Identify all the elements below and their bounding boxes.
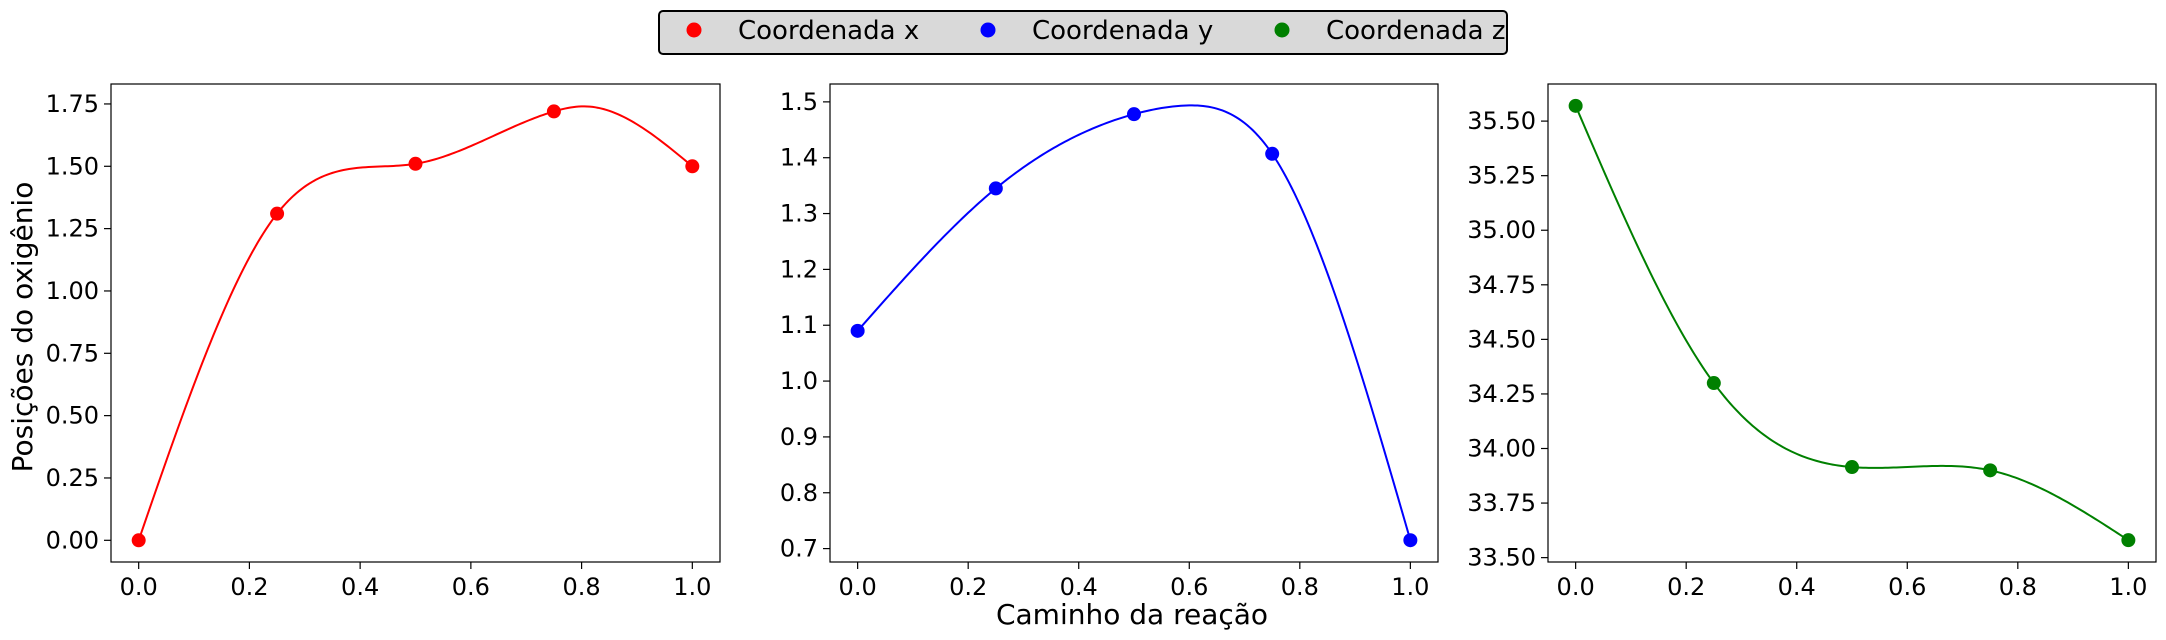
y-tick-label: 1.5: [780, 88, 818, 116]
x-tick-label: 0.4: [341, 573, 379, 601]
data-point-y: [1127, 107, 1141, 122]
legend-label-z: Coordenada z: [1326, 16, 1505, 46]
data-point-z: [1983, 463, 1998, 478]
legend-label-x: Coordenada x: [738, 16, 919, 46]
x-tick-label: 0.6: [1170, 573, 1208, 601]
data-point-x: [408, 156, 423, 171]
x-tick-label: 1.0: [2109, 573, 2147, 601]
data-point-x: [270, 206, 285, 221]
x-tick-label: 0.2: [1667, 573, 1705, 601]
y-tick-label: 1.3: [780, 200, 818, 228]
y-tick-label: 34.25: [1467, 380, 1536, 408]
y-tick-label: 34.75: [1467, 271, 1536, 299]
x-tick-label: 1.0: [1391, 573, 1429, 601]
data-point-y: [988, 181, 1003, 196]
x-tick-label: 1.0: [673, 573, 711, 601]
data-point-z: [1845, 460, 1859, 475]
x-tick-label: 0.6: [452, 573, 490, 601]
legend-marker-z: [1274, 22, 1290, 38]
y-tick-label: 1.25: [46, 215, 99, 243]
y-tick-label: 0.9: [780, 423, 818, 451]
panel-z: 0.0 0.2 0.4 0.6 0.8 1.0 33.50 33.75 34.00 34.25 34…: [1467, 83, 2157, 601]
data-point-y: [1403, 533, 1418, 548]
y-tick-label: 33.75: [1467, 489, 1536, 517]
x-tick-label: 0.0: [839, 573, 877, 601]
y-tick-label: 1.75: [46, 90, 99, 118]
plot-frame-y: [829, 83, 1439, 563]
y-tick-label: 35.00: [1467, 216, 1536, 244]
legend-marker-x: [686, 22, 702, 38]
y-tick-label: 0.25: [46, 464, 99, 492]
x-tick-label: 0.8: [1281, 573, 1319, 601]
data-point-z: [1706, 376, 1721, 391]
panel-y: 0.0 0.2 0.4 0.6 0.8 1.0 0.7 0.8 0.9 1.0 1.1 1.2 1.3 1…: [780, 83, 1439, 601]
x-tick-label: 0.8: [563, 573, 601, 601]
x-tick-label: 0.6: [1888, 573, 1926, 601]
y-axis-title: Posições do oxigênio: [6, 182, 39, 473]
data-point-x: [685, 159, 700, 174]
y-tick-label: 1.1: [780, 311, 818, 339]
data-point-z: [1568, 98, 1583, 113]
plot-frame-z: [1547, 83, 2157, 563]
legend-label-y: Coordenada y: [1032, 16, 1213, 46]
y-tick-label: 1.2: [780, 255, 818, 283]
y-tick-label: 1.50: [46, 152, 99, 180]
x-tick-label: 0.0: [1557, 573, 1595, 601]
legend-box: [658, 10, 1508, 55]
x-tick-label: 0.8: [1999, 573, 2037, 601]
y-tick-label: 0.7: [780, 535, 818, 563]
data-point-z: [2121, 533, 2136, 548]
y-tick-label: 1.00: [46, 277, 99, 305]
data-point-x: [546, 104, 561, 119]
y-tick-label: 0.00: [46, 526, 99, 554]
y-tick-label: 0.50: [46, 402, 99, 430]
legend: Coordenada x Coordenada y Coordenada z: [658, 10, 1508, 55]
x-axis-title: Caminho da reação: [996, 598, 1268, 631]
y-tick-label: 34.50: [1467, 325, 1536, 353]
y-tick-label: 0.8: [780, 479, 818, 507]
y-tick-label: 1.0: [780, 367, 818, 395]
panel-x: 0.0 0.2 0.4 0.6 0.8 1.0 0.00 0.25 0.50 0.75 1.00 1.…: [46, 83, 721, 601]
x-tick-label: 0.4: [1060, 573, 1098, 601]
y-tick-label: 1.4: [780, 144, 818, 172]
x-tick-label: 0.2: [949, 573, 987, 601]
data-point-y: [1265, 146, 1280, 161]
plot-frame-x: [110, 83, 721, 563]
y-tick-label: 34.00: [1467, 435, 1536, 463]
y-tick-label: 35.50: [1467, 107, 1536, 135]
x-tick-label: 0.4: [1778, 573, 1816, 601]
y-tick-label: 0.75: [46, 339, 99, 367]
y-tick-label: 35.25: [1467, 162, 1536, 190]
data-point-y: [850, 323, 865, 338]
y-tick-label: 33.50: [1467, 544, 1536, 572]
x-tick-label: 0.2: [230, 573, 268, 601]
x-tick-label: 0.0: [120, 573, 158, 601]
legend-marker-y: [980, 22, 996, 38]
data-point-x: [131, 533, 146, 548]
